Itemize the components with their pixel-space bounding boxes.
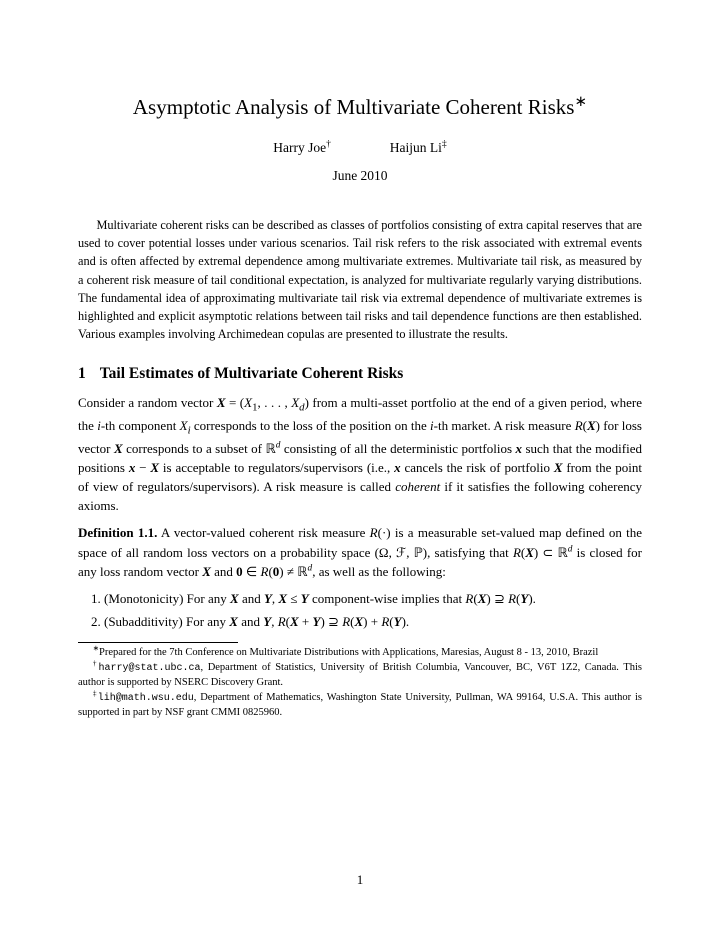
abstract-paragraph: Multivariate coherent risks can be descr… bbox=[78, 216, 642, 343]
text: (Monotonicity) For any bbox=[104, 591, 230, 606]
math-Y: Y bbox=[263, 614, 271, 629]
math-P: ℙ bbox=[414, 545, 423, 560]
item-number: 2. bbox=[91, 614, 101, 629]
title-text: Asymptotic Analysis of Multivariate Cohe… bbox=[133, 95, 575, 119]
item-number: 1. bbox=[91, 591, 101, 606]
math-RX: R bbox=[465, 591, 473, 606]
math-R: R bbox=[370, 525, 378, 540]
text: is acceptable to regulators/supervisors … bbox=[159, 460, 394, 475]
text: and bbox=[238, 614, 263, 629]
math-0: 0 bbox=[273, 564, 280, 579]
math-X: X bbox=[229, 614, 238, 629]
definition-label: Definition 1.1. bbox=[78, 525, 157, 540]
author-1-name: Harry Joe bbox=[273, 140, 326, 155]
footnote-3: ‡lih@math.wsu.edu, Department of Mathema… bbox=[78, 691, 642, 720]
text: , as well as the following: bbox=[312, 564, 446, 579]
math-X-vec: X bbox=[217, 395, 226, 410]
text: corresponds to a subset of bbox=[123, 441, 266, 456]
math-calF: ℱ bbox=[396, 545, 406, 560]
section-heading: 1 Tail Estimates of Multivariate Coherent… bbox=[78, 365, 642, 383]
math-X: X bbox=[202, 564, 211, 579]
math-X: X bbox=[114, 441, 123, 456]
text: corresponds to the loss of the position … bbox=[191, 418, 430, 433]
math-Rd: ℝd bbox=[265, 441, 280, 456]
text: -th component bbox=[101, 418, 180, 433]
math-Y: Y bbox=[520, 591, 528, 606]
coherent-term: coherent bbox=[395, 479, 440, 494]
text: and bbox=[211, 564, 236, 579]
paper-page: Asymptotic Analysis of Multivariate Cohe… bbox=[0, 0, 720, 762]
text: A vector-valued coherent risk measure bbox=[157, 525, 369, 540]
title-footnote-mark: ∗ bbox=[574, 94, 587, 110]
paper-date: June 2010 bbox=[78, 168, 642, 184]
math-R: R bbox=[278, 614, 286, 629]
footnote-3-email: lih@math.wsu.edu bbox=[98, 693, 194, 704]
section-title: Tail Estimates of Multivariate Coherent … bbox=[100, 365, 404, 382]
paper-title: Asymptotic Analysis of Multivariate Cohe… bbox=[78, 95, 642, 120]
footnote-2-email: harry@stat.ubc.ca bbox=[98, 663, 200, 674]
axiom-2-subadditivity: 2. (Subadditivity) For any X and Y, R(X … bbox=[78, 612, 642, 631]
math-X: X bbox=[355, 614, 364, 629]
math-R0: R bbox=[260, 564, 268, 579]
math-RX: R bbox=[575, 418, 583, 433]
author-1-mark: † bbox=[326, 139, 331, 150]
math-x-X: x bbox=[129, 460, 136, 475]
author-2: Haijun Li‡ bbox=[390, 140, 447, 155]
footnote-1: ∗Prepared for the 7th Conference on Mult… bbox=[78, 646, 642, 660]
math-Rd: ℝd bbox=[557, 545, 572, 560]
math-X: X bbox=[150, 460, 159, 475]
footnote-2: †harry@stat.ubc.ca, Department of Statis… bbox=[78, 661, 642, 690]
page-number: 1 bbox=[0, 872, 720, 888]
section-number: 1 bbox=[78, 365, 86, 383]
text: cancels the risk of portfolio bbox=[401, 460, 554, 475]
math-RX: R bbox=[513, 545, 521, 560]
text: consisting of all the deterministic port… bbox=[280, 441, 515, 456]
author-1: Harry Joe† bbox=[273, 140, 331, 155]
math-Y: Y bbox=[264, 591, 272, 606]
math-Xi: Xi bbox=[180, 418, 191, 433]
text: and bbox=[239, 591, 264, 606]
paragraph-1: Consider a random vector X = (X1, . . . … bbox=[78, 393, 642, 515]
math-Y: Y bbox=[313, 614, 321, 629]
author-2-mark: ‡ bbox=[442, 139, 447, 150]
math-X: X bbox=[290, 614, 299, 629]
math-X1: X bbox=[244, 395, 252, 410]
author-2-name: Haijun Li bbox=[390, 140, 442, 155]
text: component-wise implies that bbox=[309, 591, 466, 606]
text: Consider a random vector bbox=[78, 395, 217, 410]
math-X: X bbox=[478, 591, 487, 606]
math-Y: Y bbox=[394, 614, 402, 629]
math-Xd: Xd bbox=[291, 395, 304, 410]
math-X: X bbox=[587, 418, 596, 433]
definition-1-1: Definition 1.1. A vector-valued coherent… bbox=[78, 523, 642, 581]
math-RY: R bbox=[508, 591, 516, 606]
math-Rd: ℝd bbox=[297, 564, 312, 579]
authors-line: Harry Joe† Haijun Li‡ bbox=[78, 140, 642, 156]
text: (Subadditivity) For any bbox=[104, 614, 229, 629]
math-R: R bbox=[381, 614, 389, 629]
axiom-1-monotonicity: 1. (Monotonicity) For any X and Y, X ≤ Y… bbox=[78, 589, 642, 608]
text: , satisfying that bbox=[427, 545, 513, 560]
math-0: 0 bbox=[236, 564, 243, 579]
footnote-1-text: Prepared for the 7th Conference on Multi… bbox=[99, 647, 598, 658]
math-R: R bbox=[342, 614, 350, 629]
math-X: X bbox=[525, 545, 534, 560]
math-Y: Y bbox=[301, 591, 309, 606]
text: -th market. A risk measure bbox=[434, 418, 575, 433]
math-X: X bbox=[278, 591, 287, 606]
footnote-rule bbox=[78, 642, 238, 643]
math-X: X bbox=[230, 591, 239, 606]
